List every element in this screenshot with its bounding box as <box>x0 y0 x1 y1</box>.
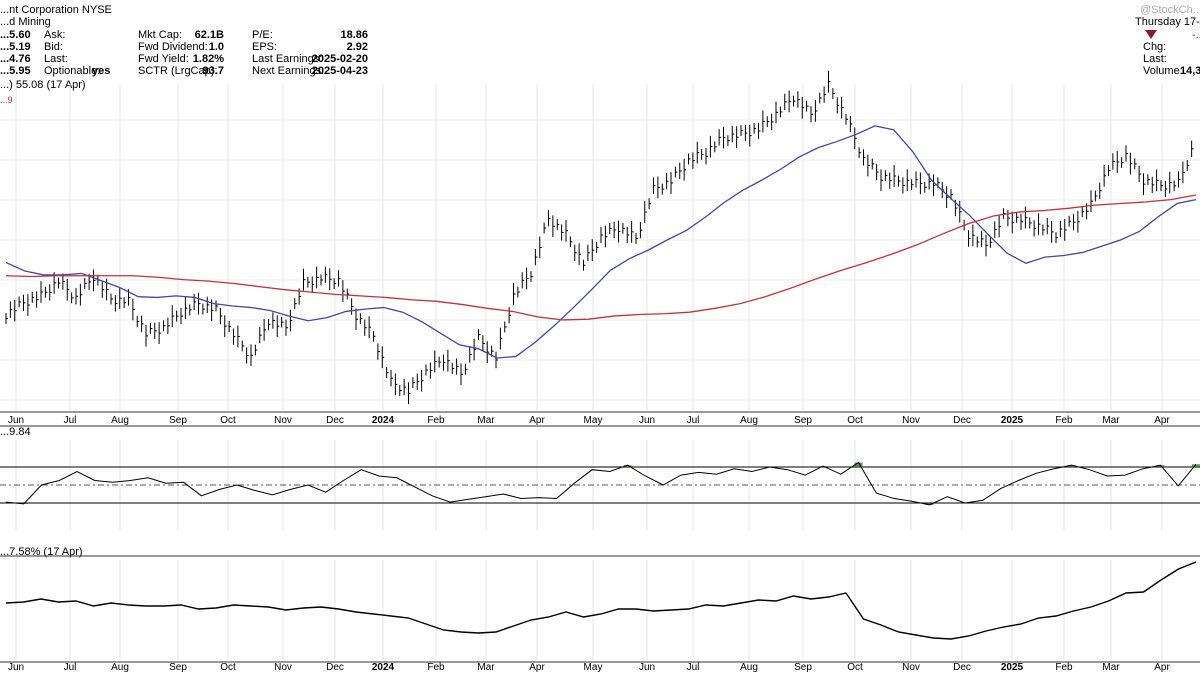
relative-line <box>5 561 1197 640</box>
x-tick-label: Aug <box>111 415 129 426</box>
x-tick-label: Jun <box>639 662 655 673</box>
x-tick-label: Apr <box>1154 415 1170 426</box>
x-tick-label: May <box>584 415 603 426</box>
x-tick-label: Oct <box>220 415 236 426</box>
rsi-overbought-fill <box>854 462 863 467</box>
chg-value: -... <box>1192 29 1200 41</box>
last-label: Last: <box>44 53 68 65</box>
mkt-cap-value: 62.1B <box>194 29 224 41</box>
x-tick-label: Sep <box>169 662 187 673</box>
rsi-overbought-fill <box>1067 465 1076 467</box>
fwd-div-value: 1.0 <box>208 41 224 53</box>
quote-value-2: ...5.19 <box>0 41 31 53</box>
quote-value-4: ...5.95 <box>0 65 31 77</box>
x-tick-label: 2024 <box>372 662 395 673</box>
down-triangle-icon <box>1145 30 1157 39</box>
rsi-overbought-fill <box>623 465 632 467</box>
relative-legend: ...7.58% (17 Apr) <box>0 546 83 558</box>
x-tick-label: Nov <box>274 662 292 673</box>
chg-label: Chg: <box>1143 41 1167 53</box>
eps-value: 2.92 <box>346 41 368 53</box>
sma50-line <box>5 125 1197 359</box>
x-tick-label: Aug <box>740 662 758 673</box>
x-tick-label: 2025 <box>1001 662 1024 673</box>
x-tick-label: Apr <box>1154 662 1170 673</box>
x-tick-label: Mar <box>477 415 495 426</box>
rsi-overbought-fill <box>1156 465 1165 467</box>
sctr-value: 93.7 <box>202 65 224 77</box>
last-earnings-label: Last Earnings: <box>252 53 323 65</box>
x-tick-label: Feb <box>427 415 445 426</box>
optionable-value: yes <box>92 65 111 77</box>
x-tick-label: Apr <box>529 662 545 673</box>
ma2-legend: ...9 <box>0 95 13 105</box>
mkt-cap-label: Mkt Cap: <box>138 29 183 41</box>
x-tick-label: 2024 <box>372 415 395 426</box>
x-tick-label: Jul <box>687 662 700 673</box>
next-earnings-label: Next Earnings: <box>252 65 325 77</box>
x-tick-label: Mar <box>1102 662 1120 673</box>
x-tick-label: Sep <box>794 415 812 426</box>
bid-label: Bid: <box>44 41 63 53</box>
date-text: Thursday 17-A... <box>1135 16 1200 28</box>
x-tick-label: Dec <box>953 662 971 673</box>
x-tick-label: Sep <box>169 415 187 426</box>
x-tick-label: Aug <box>740 415 758 426</box>
x-tick-label: Mar <box>1102 415 1120 426</box>
x-tick-label: 2025 <box>1001 415 1024 426</box>
x-tick-label: May <box>584 662 603 673</box>
volume-value: 14,3... <box>1180 65 1200 77</box>
x-tick-label: Jun <box>8 415 24 426</box>
watermark: @StockCh... <box>1140 4 1200 16</box>
quote-value-1: ...5.60 <box>0 29 31 41</box>
x-tick-label: Nov <box>902 415 920 426</box>
fwd-yield-value: 1.82% <box>192 53 224 65</box>
x-tick-label: Apr <box>529 415 545 426</box>
x-tick-label: Feb <box>1055 662 1073 673</box>
rsi-legend: ...9.84 <box>0 426 31 438</box>
x-tick-label: Feb <box>1055 415 1073 426</box>
quote-value-3: ...4.76 <box>0 53 31 65</box>
optionable-label: Optionable: <box>44 65 101 77</box>
x-tick-label: Nov <box>274 415 292 426</box>
x-tick-label: Feb <box>427 662 445 673</box>
x-tick-label: Jul <box>64 662 77 673</box>
fwd-yield-label: Fwd Yield: <box>138 53 189 65</box>
sma200-line <box>5 194 1197 321</box>
x-tick-label: Oct <box>847 415 863 426</box>
x-tick-label: Oct <box>847 662 863 673</box>
x-tick-label: Nov <box>902 662 920 673</box>
x-tick-label: Jun <box>639 415 655 426</box>
x-tick-label: Dec <box>326 415 344 426</box>
chart-title: ...nt Corporation NYSE <box>0 4 112 16</box>
x-tick-label: Dec <box>953 415 971 426</box>
fwd-div-label: Fwd Dividend: <box>138 41 208 53</box>
x-tick-label: Oct <box>220 662 236 673</box>
rsi-overbought-fill <box>1192 464 1200 467</box>
x-tick-label: Sep <box>794 662 812 673</box>
x-tick-label: Jun <box>8 662 24 673</box>
x-tick-label: Dec <box>326 662 344 673</box>
ma-legend: ...) 55.08 (17 Apr) <box>0 79 86 91</box>
volume-label: Volume: <box>1143 65 1183 77</box>
x-tick-label: Jul <box>64 415 77 426</box>
chart-subtitle: ...d Mining <box>0 16 51 28</box>
sctr-label: SCTR (LrgCap): <box>138 65 218 77</box>
x-tick-label: Jul <box>687 415 700 426</box>
ask-label: Ask: <box>44 29 66 41</box>
rsi-line <box>5 461 1197 506</box>
x-tick-label: Mar <box>477 662 495 673</box>
last-label-right: Last: <box>1143 53 1167 65</box>
last-earnings-value: 2025-02-20 <box>311 53 368 65</box>
rsi-oversold-fill <box>925 503 934 505</box>
next-earnings-value: 2025-04-23 <box>311 65 368 77</box>
eps-label: EPS: <box>252 41 278 53</box>
pe-value: 18.86 <box>340 29 368 41</box>
pe-label: P/E: <box>252 29 273 41</box>
x-tick-label: Aug <box>111 662 129 673</box>
chart-header: ...nt Corporation NYSE ...d Mining @Stoc… <box>0 0 1200 105</box>
